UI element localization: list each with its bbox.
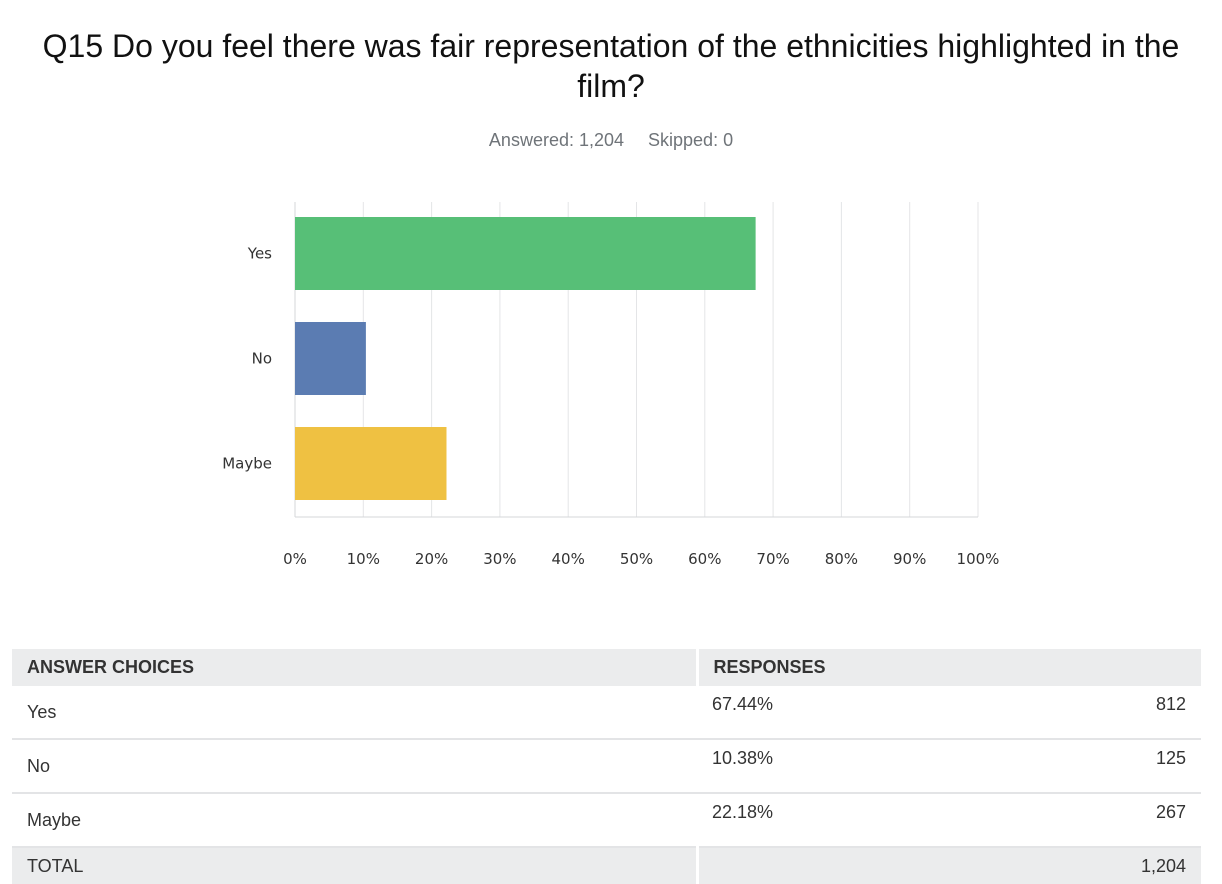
- bar: [295, 217, 756, 290]
- row-percent: 22.18%: [697, 793, 949, 848]
- question-title: Q15 Do you feel there was fair represent…: [42, 28, 1180, 104]
- x-tick-label: 70%: [756, 550, 789, 568]
- responses-table: ANSWER CHOICES RESPONSES Yes 67.44% 812 …: [12, 649, 1201, 884]
- row-percent: 10.38%: [697, 739, 949, 794]
- total-label: TOTAL: [12, 847, 697, 884]
- x-tick-label: 90%: [893, 550, 926, 568]
- category-label: Maybe: [222, 455, 272, 473]
- category-label: Yes: [247, 245, 272, 263]
- x-tick-label: 100%: [957, 550, 1000, 568]
- total-row: TOTAL 1,204: [12, 847, 1201, 884]
- table-row: Yes 67.44% 812: [12, 686, 1201, 740]
- table-header-row: ANSWER CHOICES RESPONSES: [12, 649, 1201, 686]
- x-tick-label: 50%: [620, 550, 653, 568]
- total-count: 1,204: [949, 847, 1201, 884]
- row-count: 125: [949, 739, 1201, 794]
- bar: [295, 427, 447, 500]
- x-tick-label: 10%: [347, 550, 380, 568]
- bar-chart: 0% 10% 20% 30% 40% 50% 60% 70% 80% 90% 100% Yes No Ma…: [222, 202, 1000, 568]
- x-tick-label: 0%: [283, 550, 307, 568]
- table-row: No 10.38% 125: [12, 739, 1201, 794]
- table-row: Maybe 22.18% 267: [12, 793, 1201, 848]
- header-answer-choices: ANSWER CHOICES: [12, 649, 697, 686]
- x-tick-label: 20%: [415, 550, 448, 568]
- row-percent: 67.44%: [697, 686, 949, 740]
- answered-count: Answered: 1,204: [488, 130, 625, 150]
- header-responses: RESPONSES: [695, 649, 1201, 686]
- x-tick-label: 30%: [483, 550, 516, 568]
- row-count: 812: [949, 686, 1201, 740]
- row-choice: Yes: [12, 686, 697, 740]
- row-count: 267: [949, 793, 1201, 848]
- row-choice: No: [12, 739, 697, 794]
- row-choice: Maybe: [12, 793, 697, 848]
- skipped-count: Skipped: 0: [648, 130, 734, 150]
- x-tick-label: 80%: [825, 550, 858, 568]
- category-label: No: [252, 350, 272, 368]
- x-tick-label: 60%: [688, 550, 721, 568]
- response-summary: Answered: 1,204 Skipped: 0: [0, 130, 1222, 151]
- x-tick-label: 40%: [552, 550, 585, 568]
- bar: [295, 322, 366, 395]
- total-spacer: [695, 847, 949, 884]
